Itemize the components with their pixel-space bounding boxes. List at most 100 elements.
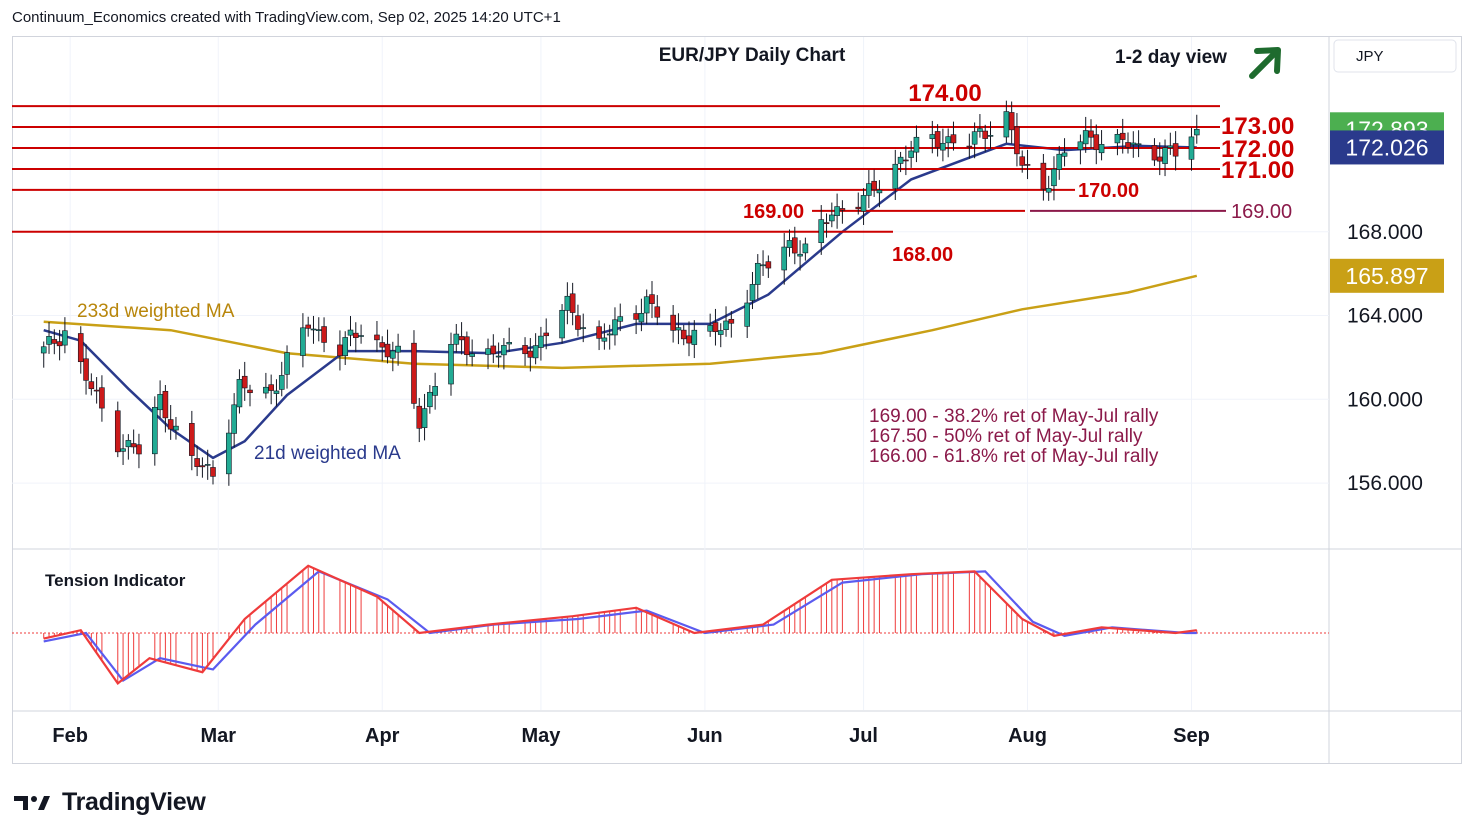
candle-body [643,296,650,314]
candle-body [1003,111,1010,138]
candle-body [1114,134,1121,144]
candle-body [152,406,158,455]
x-tick-label: Jul [849,725,878,747]
candle-body [194,458,200,467]
candle-body [760,264,766,267]
candle-body [797,253,803,257]
candle-body [268,384,274,391]
candle-body [580,327,587,329]
candle-body [1119,132,1126,140]
candle-body [654,306,661,318]
currency-button[interactable] [1333,39,1457,73]
level-label: 173.00 [1221,113,1294,140]
y-tick-label: 160.000 [1347,388,1423,411]
candle-body [315,329,322,331]
candle-body [728,318,735,324]
candle-body [791,237,798,254]
candle-body [1088,130,1094,138]
candle-body [818,219,825,243]
candle-body [347,329,354,336]
candle-body [633,313,639,320]
ma21-label: 21d weighted MA [254,443,401,464]
candle-body [691,329,698,345]
candle-body [670,314,676,331]
x-tick-label: Mar [200,725,236,747]
candle-body [46,336,52,345]
candle-body [966,145,973,148]
candle-body [638,313,645,323]
candle-body [236,379,243,408]
candle-body [51,339,58,344]
candle-body [940,142,946,151]
y-tick-label: 164.000 [1347,305,1423,328]
candle-body [1019,156,1026,166]
currency-label[interactable]: JPY [1356,48,1384,65]
target-label: 169.00 [1231,201,1292,223]
candle-body [934,131,941,148]
ma233-line [43,274,1198,370]
candle-body [352,332,359,338]
candle-body [284,352,290,375]
candle-body [569,293,576,313]
candle-body [744,302,750,327]
candle-body [707,325,713,332]
candle-body [649,294,655,304]
candle-body [712,322,719,333]
candle-body [749,284,756,301]
candle-body [464,336,470,356]
candle-body [358,335,364,337]
candle-body [204,464,211,466]
chart-title: EUR/JPY Daily Chart [659,45,846,66]
candle-body [300,327,306,356]
level-label: 172.00 [1221,136,1294,163]
ma233-price-badge-text: 165.897 [1345,263,1428,289]
fib-note: 167.50 - 50% ret of May-Jul rally [869,426,1143,447]
candle-body [982,130,989,139]
candle-body [913,136,920,153]
candle-body [390,350,396,359]
x-tick-label: Aug [1008,725,1047,747]
ma233-price-badge [1330,258,1444,293]
candle-body [596,326,602,339]
candle-body [971,131,978,145]
candle-body [1024,164,1031,166]
candle-body [675,327,682,331]
candle-body [130,443,137,448]
tension-indicator-title: Tension Indicator [45,571,186,590]
candle-body [485,348,491,355]
level-label: 174.00 [908,80,981,107]
candle-body [680,329,687,340]
candle-body [416,405,423,429]
x-tick-label: Apr [365,725,400,747]
candle-body [458,336,465,341]
candle-body [543,332,550,337]
tradingview-logo: TradingView [14,788,206,817]
candle-body [40,346,47,354]
candle-body [231,404,237,434]
fib-note: 169.00 - 38.2% ret of May-Jul rally [869,406,1159,427]
candle-body [892,163,899,189]
tradingview-logo-icon [14,795,50,810]
candle-body [538,335,544,348]
candle-body [1193,128,1200,136]
candle-body [157,394,163,411]
candle-body [342,337,349,356]
candle-body [56,341,63,347]
candle-body [929,134,936,139]
candle-body [1156,156,1163,162]
candle-body [532,345,539,359]
candle-body [167,419,174,430]
candle-body [384,343,391,358]
candle-body [448,343,454,385]
candle-body [273,390,280,394]
candle-body [469,353,475,357]
candle-body [977,128,983,132]
ma21-price-badge [1330,130,1444,165]
candle-body [908,150,914,158]
candle-body [823,222,830,224]
ma21-price-badge-text: 172.026 [1345,134,1428,160]
candle-body [1130,142,1137,145]
x-tick-label: Sep [1173,725,1210,747]
candle-body [1151,145,1158,161]
